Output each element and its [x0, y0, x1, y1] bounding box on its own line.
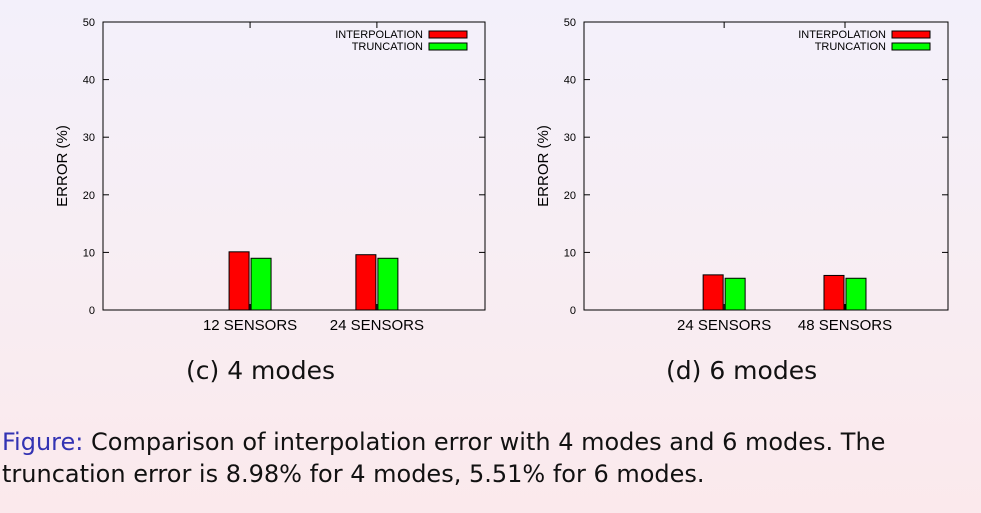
y-tick-label: 0 — [89, 305, 95, 317]
y-tick-label: 40 — [564, 75, 576, 87]
y-tick-label: 50 — [83, 17, 95, 29]
y-tick-label: 40 — [83, 75, 95, 87]
y-tick-label: 10 — [83, 247, 95, 259]
plot-frame — [583, 21, 949, 311]
y-tick-label: 30 — [564, 132, 576, 144]
bar-truncation-1 — [845, 277, 867, 311]
legend-swatch-interpolation — [891, 30, 931, 39]
legend-swatch-interpolation — [428, 30, 468, 39]
chart-6-modes: 0 10 20 30 40 50 ERROR (%) 24 SENSORS 48 SENSORS… — [535, 17, 949, 334]
legend-label-interpolation: INTERPOLATION — [798, 29, 886, 41]
legend-label-interpolation: INTERPOLATION — [335, 29, 423, 41]
bar-interpolation-0 — [228, 251, 250, 311]
y-tick-label: 30 — [83, 132, 95, 144]
legend-label-truncation: TRUNCATION — [815, 41, 886, 53]
x-category-label: 24 SENSORS — [330, 317, 424, 334]
y-axis-label: ERROR (%) — [54, 125, 71, 207]
legend-swatch-truncation — [428, 42, 468, 51]
figure-caption: Figure: Comparison of interpolation erro… — [2, 426, 977, 490]
caption-prefix: Figure: — [2, 428, 84, 456]
plot-frame — [102, 21, 486, 311]
legend-label-truncation: TRUNCATION — [352, 41, 423, 53]
x-category-label: 12 SENSORS — [203, 317, 297, 334]
legend-swatch-truncation — [891, 42, 931, 51]
caption-text: Comparison of interpolation error with 4… — [2, 428, 886, 488]
x-category-label: 48 SENSORS — [798, 317, 892, 334]
y-tick-label: 20 — [564, 190, 576, 202]
y-tick-label: 50 — [564, 17, 576, 29]
y-tick-label: 10 — [564, 247, 576, 259]
subcaption-c: (c) 4 modes — [186, 356, 335, 385]
bar-truncation-0 — [250, 257, 272, 311]
bar-interpolation-1 — [823, 274, 845, 311]
bar-interpolation-0 — [702, 274, 724, 311]
subcaption-d: (d) 6 modes — [666, 356, 818, 385]
chart-4-modes: 0 10 20 30 40 50 ERROR (%) 12 SENSORS 24 SENSORS… — [54, 17, 486, 334]
y-tick-label: 20 — [83, 190, 95, 202]
y-tick-label: 0 — [570, 305, 576, 317]
bar-truncation-1 — [377, 257, 399, 311]
x-category-label: 24 SENSORS — [677, 317, 771, 334]
bar-truncation-0 — [724, 277, 746, 311]
bar-interpolation-1 — [355, 254, 377, 311]
y-axis-label: ERROR (%) — [535, 125, 552, 207]
